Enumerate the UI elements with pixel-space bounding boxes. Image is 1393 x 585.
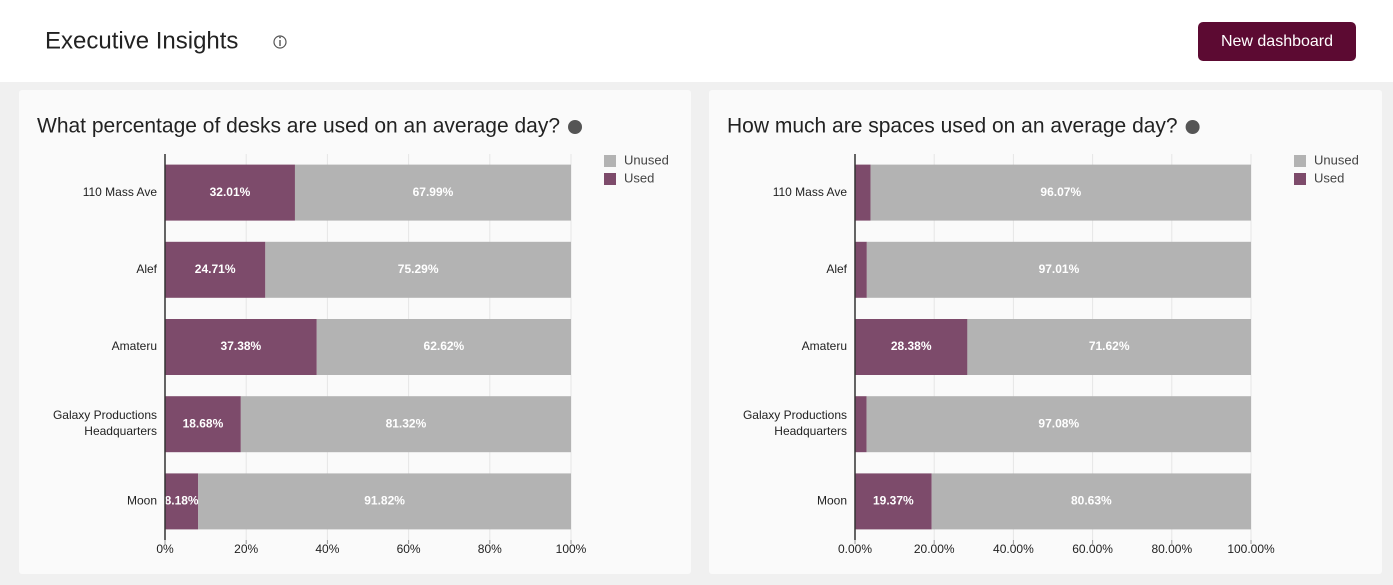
chart-title: How much are spaces used on an average d… — [727, 115, 1178, 138]
x-tick-label: 80% — [478, 542, 502, 556]
data-label: 62.62% — [424, 339, 465, 353]
info-icon — [568, 120, 583, 134]
y-tick-label: Amateru — [802, 339, 847, 353]
button-bg[interactable] — [1198, 22, 1356, 61]
bar-segment — [240, 396, 571, 453]
legend-label: Used — [624, 170, 654, 185]
data-label: 28.38% — [891, 339, 932, 353]
info-icon — [1185, 120, 1200, 134]
data-label: 97.01% — [1039, 262, 1080, 276]
bar-segment — [855, 241, 867, 298]
bar-segment — [165, 164, 295, 221]
x-tick-label: 40.00% — [993, 542, 1034, 556]
bar-segment — [870, 164, 1251, 221]
x-tick-label: 0.00% — [838, 542, 872, 556]
bar-segment — [316, 319, 571, 375]
y-tick-label: 110 Mass Ave — [83, 185, 158, 199]
bar-segment — [165, 241, 266, 298]
bar-segment — [855, 473, 932, 530]
new-dashboard-button[interactable]: New dashboard — [1198, 22, 1356, 61]
data-label: 37.38% — [221, 339, 262, 353]
y-tick-label: Moon — [127, 494, 157, 508]
bar-segment — [265, 241, 571, 298]
data-label: 8.18% — [165, 494, 199, 508]
data-label: 80.63% — [1071, 494, 1112, 508]
y-tick-label: Alef — [136, 262, 157, 276]
y-tick-label: 110 Mass Ave — [773, 185, 848, 199]
bar-segment — [866, 396, 1251, 453]
x-tick-label: 60% — [397, 542, 421, 556]
bar-segment — [294, 164, 571, 221]
data-label: 96.07% — [1040, 185, 1081, 199]
bar-segment — [165, 396, 241, 453]
bar-segment — [855, 319, 968, 375]
x-tick-label: 80.00% — [1151, 542, 1192, 556]
bar-segment — [198, 473, 571, 530]
bar-segment — [855, 396, 867, 453]
x-tick-label: 0% — [156, 542, 174, 556]
y-tick-label: Alef — [826, 262, 847, 276]
info-icon[interactable] — [273, 35, 287, 49]
bar-segment — [855, 164, 871, 221]
x-tick-label: 60.00% — [1072, 542, 1113, 556]
bar-segment — [165, 319, 317, 375]
legend-swatch — [604, 173, 616, 185]
bar-segment — [165, 473, 199, 530]
x-tick-label: 100.00% — [1227, 542, 1275, 556]
data-label: 19.37% — [873, 494, 914, 508]
x-tick-label: 20.00% — [914, 542, 955, 556]
bar-segment — [967, 319, 1251, 375]
bar-segment — [931, 473, 1251, 530]
y-tick-label: Moon — [817, 494, 847, 508]
legend-swatch — [1294, 155, 1306, 167]
legend-label: Unused — [1314, 152, 1359, 167]
data-label: 81.32% — [386, 416, 427, 430]
data-label: 71.62% — [1089, 339, 1130, 353]
legend-swatch — [604, 155, 616, 167]
y-tick-label: Galaxy Productions Headquarters — [743, 408, 847, 438]
y-tick-label: Galaxy Productions Headquarters — [53, 408, 157, 438]
data-label: 18.68% — [183, 416, 224, 430]
data-label: 32.01% — [210, 185, 251, 199]
data-label: 24.71% — [195, 262, 236, 276]
data-label: 75.29% — [398, 262, 439, 276]
legend-label: Used — [1314, 170, 1344, 185]
data-label: 97.08% — [1038, 416, 1079, 430]
x-tick-label: 40% — [315, 542, 339, 556]
legend-swatch — [1294, 173, 1306, 185]
x-tick-label: 20% — [234, 542, 258, 556]
legend-label: Unused — [624, 152, 669, 167]
button-label[interactable]: New dashboard — [1221, 33, 1333, 50]
data-label: 67.99% — [413, 185, 454, 199]
bar-segment — [866, 241, 1251, 298]
header — [0, 0, 1393, 82]
page-title: Executive Insights — [45, 27, 238, 54]
y-tick-label: Amateru — [112, 339, 157, 353]
chart-title: What percentage of desks are used on an … — [37, 115, 560, 138]
x-tick-label: 100% — [556, 542, 587, 556]
data-label: 91.82% — [364, 494, 405, 508]
